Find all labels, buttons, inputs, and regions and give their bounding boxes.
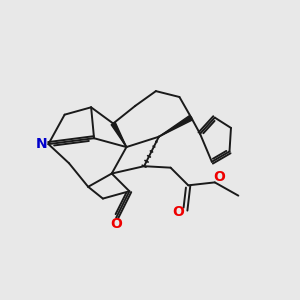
Text: N: N — [36, 136, 48, 151]
Polygon shape — [111, 122, 126, 147]
Text: O: O — [213, 170, 225, 184]
Text: O: O — [110, 217, 122, 231]
Polygon shape — [159, 115, 193, 137]
Text: O: O — [172, 205, 184, 219]
